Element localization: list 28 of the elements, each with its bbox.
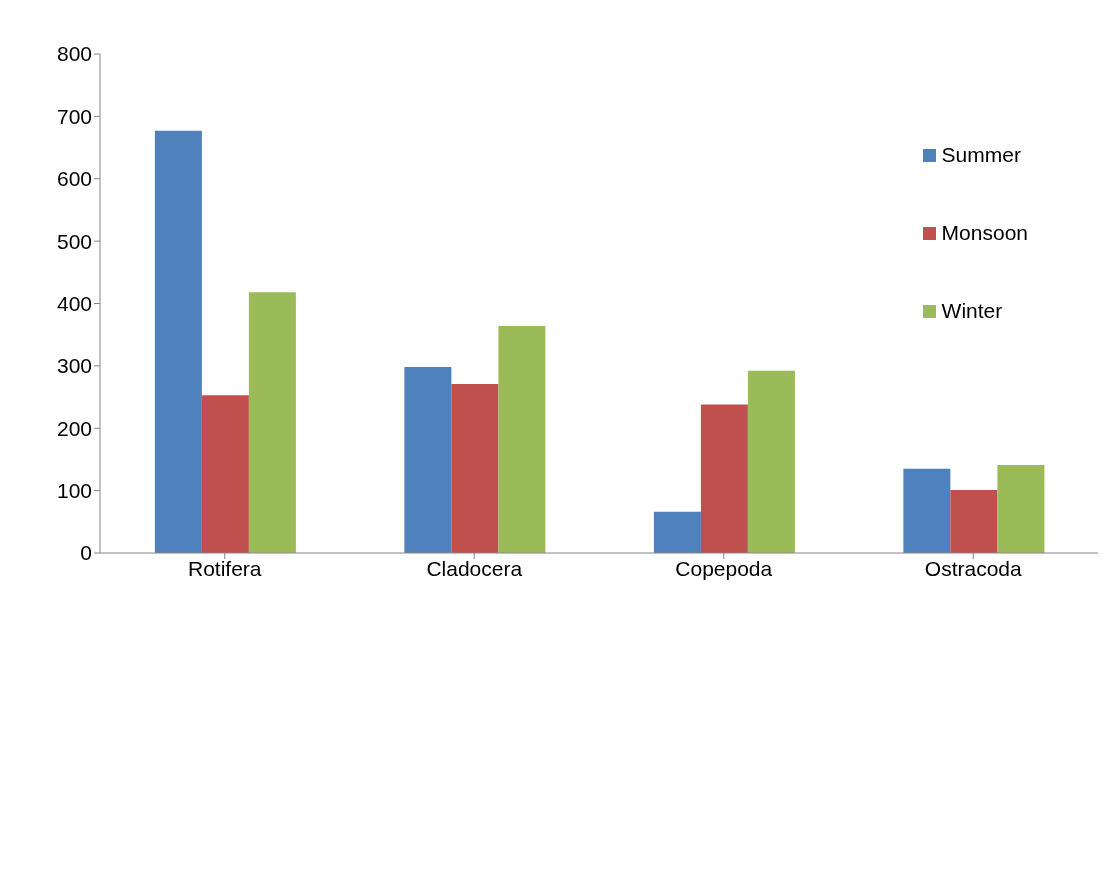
x-tick-label: Copepoda: [675, 556, 773, 580]
y-tick-label: 100: [56, 479, 92, 503]
y-tick-label: 800: [56, 42, 92, 66]
y-tick-label: 0: [80, 541, 92, 565]
bar: [498, 325, 546, 553]
y-tick-label: 400: [56, 291, 92, 315]
legend-label: Winter: [941, 299, 1003, 323]
bar: [747, 370, 795, 553]
x-tick-label: Ostracoda: [924, 556, 1022, 580]
bar: [154, 130, 202, 553]
y-tick-label: 500: [56, 229, 92, 253]
bar: [248, 292, 296, 553]
y-tick-label: 600: [56, 167, 92, 191]
y-tick-label: 700: [56, 104, 92, 128]
y-tick-label: 200: [56, 416, 92, 440]
bar: [653, 511, 701, 553]
x-tick-label: Rotifera: [187, 556, 262, 580]
bar: [451, 383, 499, 553]
bar: [903, 468, 951, 553]
x-tick-label: Cladocera: [426, 556, 523, 580]
legend-label: Summer: [941, 143, 1021, 167]
bar: [201, 395, 249, 553]
legend-label: Monsoon: [941, 221, 1028, 245]
y-tick-label: 300: [56, 354, 92, 378]
bar: [404, 367, 452, 553]
bar: [950, 490, 998, 553]
bar: [700, 404, 748, 553]
bar: [997, 465, 1045, 553]
